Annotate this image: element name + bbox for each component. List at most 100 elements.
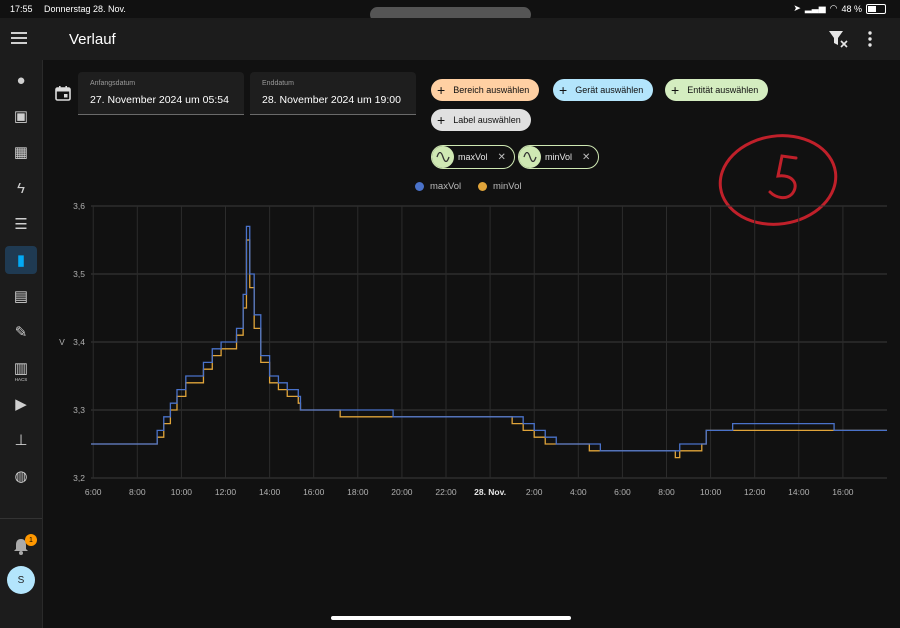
- sidebar-item-person-card[interactable]: ▣: [5, 102, 37, 130]
- sidebar-item-dashboard[interactable]: ▦: [5, 138, 37, 166]
- wrench-icon: ✎: [14, 324, 28, 341]
- handwritten-annotation: [718, 134, 838, 226]
- legend-swatch: [478, 182, 487, 191]
- y-tick-label: 3,2: [73, 473, 85, 483]
- y-tick-label: 3,4: [73, 337, 85, 347]
- calendar-icon[interactable]: [55, 85, 71, 106]
- y-tick-label: 3,5: [73, 269, 85, 279]
- remove-chip-icon[interactable]: ✕: [582, 151, 591, 163]
- legend-swatch: [415, 182, 424, 191]
- x-tick-label: 10:00: [171, 487, 193, 497]
- filter-remove-icon[interactable]: [828, 30, 848, 53]
- legend-item-minvol[interactable]: minVol: [478, 181, 522, 192]
- x-tick-label: 8:00: [658, 487, 675, 497]
- chip-label: Entität auswählen: [687, 85, 759, 95]
- home-indicator: [331, 616, 571, 620]
- legend-item-maxvol[interactable]: maxVol: [415, 181, 461, 192]
- x-tick-label: 20:00: [391, 487, 413, 497]
- sidebar-item-caption: HACS: [14, 377, 28, 382]
- chip-label: Gerät auswählen: [575, 85, 644, 95]
- chip-select-entity[interactable]: + Entität auswählen: [665, 79, 769, 101]
- menu-icon[interactable]: [11, 30, 31, 46]
- network-icon: ⊥: [14, 432, 28, 449]
- list-icon: ☰: [14, 216, 28, 233]
- x-tick-label: 2:00: [526, 487, 543, 497]
- avatar[interactable]: S: [7, 566, 35, 594]
- chip-select-area[interactable]: + Bereich auswählen: [431, 79, 540, 101]
- x-tick-label: 14:00: [259, 487, 281, 497]
- sidebar-item-wrench[interactable]: ✎: [5, 318, 37, 346]
- plus-icon: +: [671, 82, 680, 98]
- location-icon: ➤: [793, 3, 801, 13]
- status-right: ➤ ▂▃▅ ◠ 48 %: [793, 3, 886, 14]
- series-line-minvol: [91, 239, 887, 459]
- x-tick-label: 8:00: [129, 487, 146, 497]
- history-chart-icon: ▮: [16, 252, 26, 269]
- start-date-label: Anfangsdatum: [90, 80, 136, 87]
- wifi-icon: ◠: [829, 3, 838, 13]
- entity-chip-label: minVol: [545, 152, 573, 162]
- sidebar-item-media[interactable]: ▶: [5, 390, 37, 418]
- series-line-maxvol: [91, 225, 887, 452]
- end-date-field[interactable]: Enddatum 28. November 2024 um 19:00: [250, 72, 416, 115]
- x-tick-label: 18:00: [347, 487, 369, 497]
- signal-icon: ▂▃▅: [804, 3, 826, 13]
- chip-select-label[interactable]: + Label auswählen: [431, 109, 531, 131]
- x-tick-label: 12:00: [744, 487, 766, 497]
- sidebar: ● ▣ ▦ ϟ ☰ ▮ ▤ ✎ ▥ HACS ▶ ⊥ ◍: [0, 18, 43, 628]
- sidebar-divider: [0, 518, 42, 519]
- chip-label: Label auswählen: [453, 115, 521, 125]
- x-tick-label: 28. Nov.: [474, 487, 506, 497]
- x-tick-label: 6:00: [85, 487, 102, 497]
- more-vert-icon[interactable]: [866, 30, 874, 53]
- y-axis-label: V: [59, 337, 65, 347]
- plus-icon: +: [437, 112, 446, 128]
- dashboard-icon: ▦: [13, 144, 29, 161]
- chip-select-device[interactable]: + Gerät auswählen: [553, 79, 654, 101]
- lightning-icon: ϟ: [17, 179, 25, 197]
- plus-icon: +: [437, 82, 446, 98]
- y-tick-label: 3,6: [73, 201, 85, 211]
- x-tick-label: 16:00: [832, 487, 854, 497]
- person-icon: ●: [16, 71, 26, 89]
- y-tick-label: 3,3: [73, 405, 85, 415]
- entity-chip-maxvol[interactable]: maxVol ✕: [431, 145, 515, 169]
- sidebar-item-lightning[interactable]: ϟ: [5, 174, 37, 202]
- x-tick-label: 16:00: [303, 487, 325, 497]
- sine-wave-icon: [432, 146, 454, 168]
- notification-badge: 1: [25, 534, 37, 546]
- plus-icon: +: [559, 82, 568, 98]
- sidebar-item-calendar[interactable]: ▤: [5, 282, 37, 310]
- start-date-value: 27. November 2024 um 05:54: [90, 94, 229, 106]
- sidebar-item-network[interactable]: ⊥: [5, 426, 37, 454]
- person-card-icon: ▣: [13, 108, 29, 125]
- database-icon: ◍: [14, 468, 28, 485]
- entity-chip-label: maxVol: [458, 152, 488, 162]
- remove-chip-icon[interactable]: ✕: [497, 151, 506, 163]
- end-date-label: Enddatum: [262, 80, 294, 87]
- battery-text: 48 %: [841, 3, 862, 14]
- sidebar-item-history-chart[interactable]: ▮: [5, 246, 37, 274]
- sine-wave-icon: [519, 146, 541, 168]
- top-app-bar: Verlauf: [42, 18, 900, 60]
- legend-label: maxVol: [430, 181, 462, 192]
- page-title: Verlauf: [69, 31, 116, 48]
- sidebar-item-database[interactable]: ◍: [5, 462, 37, 490]
- chip-label: Bereich auswählen: [453, 85, 530, 95]
- calendar-icon: ▤: [13, 288, 29, 305]
- start-date-field[interactable]: Anfangsdatum 27. November 2024 um 05:54: [78, 72, 244, 115]
- x-tick-label: 12:00: [215, 487, 237, 497]
- x-tick-label: 14:00: [788, 487, 810, 497]
- notifications-bell-icon[interactable]: [11, 536, 31, 561]
- sidebar-item-person[interactable]: ●: [5, 66, 37, 94]
- x-tick-label: 10:00: [700, 487, 722, 497]
- store-icon: ▥: [13, 360, 29, 377]
- battery-icon: [866, 3, 886, 14]
- sidebar-item-list[interactable]: ☰: [5, 210, 37, 238]
- status-date: Donnerstag 28. Nov.: [44, 4, 126, 14]
- status-time: 17:55: [10, 4, 33, 14]
- x-tick-label: 6:00: [614, 487, 631, 497]
- entity-chip-minvol[interactable]: minVol ✕: [518, 145, 600, 169]
- sidebar-item-store[interactable]: ▥ HACS: [5, 354, 37, 382]
